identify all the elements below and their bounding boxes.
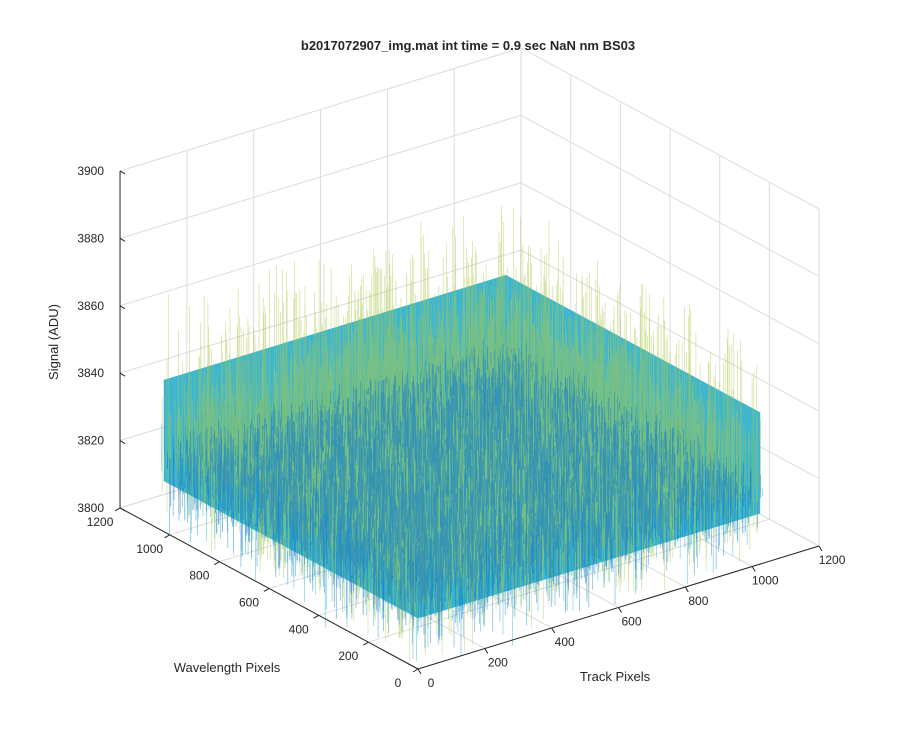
x-tick-label: 400 (555, 635, 575, 649)
z-tick (119, 170, 126, 175)
z-tick (119, 440, 126, 444)
y-tick (164, 534, 170, 539)
y-tick (214, 561, 220, 566)
surface-spikes (166, 339, 763, 656)
x-tick-label: 600 (622, 615, 642, 629)
y-tick-label: 600 (239, 595, 259, 609)
grid-line (520, 249, 820, 412)
y-tick-label: 800 (189, 569, 209, 583)
z-tick-label: 3840 (77, 366, 104, 380)
x-tick (618, 607, 622, 613)
grid-line (119, 182, 522, 307)
z-tick (119, 305, 126, 310)
grid-line (520, 114, 820, 277)
y-tick-label: 1000 (136, 542, 163, 556)
tick-labels: 0 200 400 600 800 1000 1200 0 200 400 600 800 1000 12… (77, 164, 845, 690)
y-tick (114, 507, 121, 512)
y-tick-label: 1200 (87, 515, 114, 529)
y-axis-label: Wavelength Pixels (174, 660, 281, 675)
grid-line (119, 47, 522, 172)
x-tick (684, 586, 689, 593)
surface-plot (161, 206, 763, 662)
axes (114, 170, 823, 675)
y-tick-label: 200 (338, 649, 358, 663)
grid-line (119, 249, 522, 374)
y-tick (412, 668, 419, 673)
x-tick-label: 1000 (752, 574, 779, 588)
x-tick (551, 627, 556, 634)
z-axis-label: Signal (ADU) (46, 304, 61, 380)
z-tick (119, 372, 126, 377)
x-tick (417, 668, 422, 675)
y-tick-label: 0 (395, 676, 402, 690)
z-tick-label: 3800 (77, 501, 104, 515)
z-tick-label: 3900 (77, 164, 104, 178)
grid-line (520, 182, 820, 345)
x-tick-label: 0 (428, 676, 435, 690)
y-tick (263, 588, 270, 592)
z-tick-label: 3860 (77, 299, 104, 313)
y-tick-label: 400 (289, 622, 309, 636)
x-tick (818, 545, 823, 552)
z-tick-label: 3820 (77, 434, 104, 448)
x-tick-label: 200 (488, 656, 508, 670)
y-tick (363, 641, 369, 646)
x-tick-label: 1200 (819, 553, 846, 567)
y-tick (313, 614, 319, 619)
x-axis-label: Track Pixels (580, 669, 651, 684)
x-tick (484, 648, 489, 654)
z-tick (119, 507, 126, 512)
x-tick-label: 800 (688, 594, 708, 608)
z-tick-label: 3880 (77, 231, 104, 245)
grid-line (119, 114, 522, 239)
chart-title: b2017072907_img.mat int time = 0.9 sec N… (301, 38, 635, 53)
z-tick (119, 237, 126, 242)
grid-line (520, 47, 820, 210)
x-tick (751, 566, 756, 572)
